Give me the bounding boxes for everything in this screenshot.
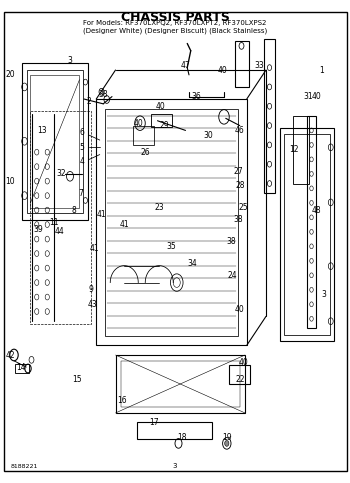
Text: 36: 36 — [191, 92, 201, 101]
Bar — [284, 134, 330, 335]
Text: 17: 17 — [149, 418, 159, 427]
Bar — [27, 70, 83, 213]
Text: 34: 34 — [188, 259, 197, 268]
Text: 24: 24 — [228, 271, 238, 280]
Text: 47: 47 — [181, 61, 190, 70]
Text: 6: 6 — [80, 128, 85, 137]
Bar — [293, 116, 309, 184]
Text: 3: 3 — [173, 463, 177, 469]
Text: 25: 25 — [238, 203, 248, 212]
Bar — [30, 75, 79, 208]
Bar — [15, 364, 29, 373]
Text: 20: 20 — [6, 71, 15, 79]
Text: 29: 29 — [160, 121, 169, 130]
Text: 39: 39 — [34, 225, 43, 234]
Text: 40: 40 — [133, 119, 143, 128]
Text: (Designer White) (Designer Biscuit) (Black Stainless): (Designer White) (Designer Biscuit) (Bla… — [83, 27, 267, 33]
Text: 38: 38 — [226, 237, 236, 246]
Text: 15: 15 — [72, 375, 82, 384]
Bar — [264, 39, 275, 193]
Text: 40: 40 — [156, 102, 166, 111]
Bar — [307, 116, 316, 328]
Text: 33: 33 — [254, 61, 264, 70]
Text: 30: 30 — [203, 131, 213, 140]
Text: 8188221: 8188221 — [10, 464, 38, 469]
Text: 7: 7 — [78, 189, 83, 198]
Circle shape — [225, 440, 229, 446]
Bar — [105, 109, 238, 336]
Text: For Models: RF370LXPQ2, RF370LXPT2, RF370LXPS2: For Models: RF370LXPQ2, RF370LXPT2, RF37… — [83, 20, 267, 26]
Bar — [133, 126, 154, 145]
Bar — [22, 63, 88, 220]
Text: 48: 48 — [312, 206, 322, 214]
Text: CHASSIS PARTS: CHASSIS PARTS — [120, 11, 230, 24]
Text: 14: 14 — [16, 363, 26, 371]
Text: 4: 4 — [80, 157, 85, 166]
Text: 3: 3 — [68, 56, 72, 65]
Bar — [116, 355, 245, 413]
Text: 28: 28 — [235, 182, 245, 190]
Text: 38: 38 — [233, 215, 243, 224]
Text: 12: 12 — [289, 145, 299, 154]
Bar — [30, 111, 91, 324]
Text: 41: 41 — [97, 211, 106, 219]
Text: 11: 11 — [49, 218, 59, 227]
Bar — [229, 365, 250, 384]
Text: 38: 38 — [98, 90, 108, 99]
Text: 19: 19 — [223, 433, 232, 441]
Text: 18: 18 — [177, 433, 187, 441]
Text: 46: 46 — [235, 126, 245, 135]
Text: 10: 10 — [6, 177, 15, 185]
Bar — [150, 114, 172, 127]
Text: 41: 41 — [90, 244, 99, 253]
Text: 22: 22 — [235, 375, 245, 384]
Text: 16: 16 — [118, 397, 127, 405]
Text: 32: 32 — [56, 170, 66, 178]
Text: 1: 1 — [320, 66, 324, 74]
Text: 35: 35 — [167, 242, 176, 251]
Bar — [136, 422, 212, 439]
Bar — [234, 41, 248, 87]
Text: 40: 40 — [238, 358, 248, 367]
Text: 44: 44 — [55, 227, 64, 236]
Text: 27: 27 — [233, 167, 243, 176]
Text: 42: 42 — [6, 351, 15, 359]
Text: 40: 40 — [217, 66, 227, 74]
Text: 31: 31 — [303, 92, 313, 101]
Text: 26: 26 — [140, 148, 150, 156]
Bar — [121, 361, 240, 407]
Text: 43: 43 — [88, 300, 98, 309]
Bar — [96, 99, 247, 345]
Text: 13: 13 — [37, 126, 47, 135]
Text: 8: 8 — [71, 206, 76, 214]
Text: 9: 9 — [89, 285, 93, 294]
Text: 40: 40 — [312, 92, 322, 101]
Text: 2: 2 — [87, 97, 92, 106]
Text: 40: 40 — [235, 305, 245, 313]
Bar — [280, 128, 334, 341]
Text: 23: 23 — [154, 203, 164, 212]
Text: 3: 3 — [321, 290, 326, 299]
Text: 5: 5 — [80, 143, 85, 152]
Text: 41: 41 — [119, 220, 129, 229]
